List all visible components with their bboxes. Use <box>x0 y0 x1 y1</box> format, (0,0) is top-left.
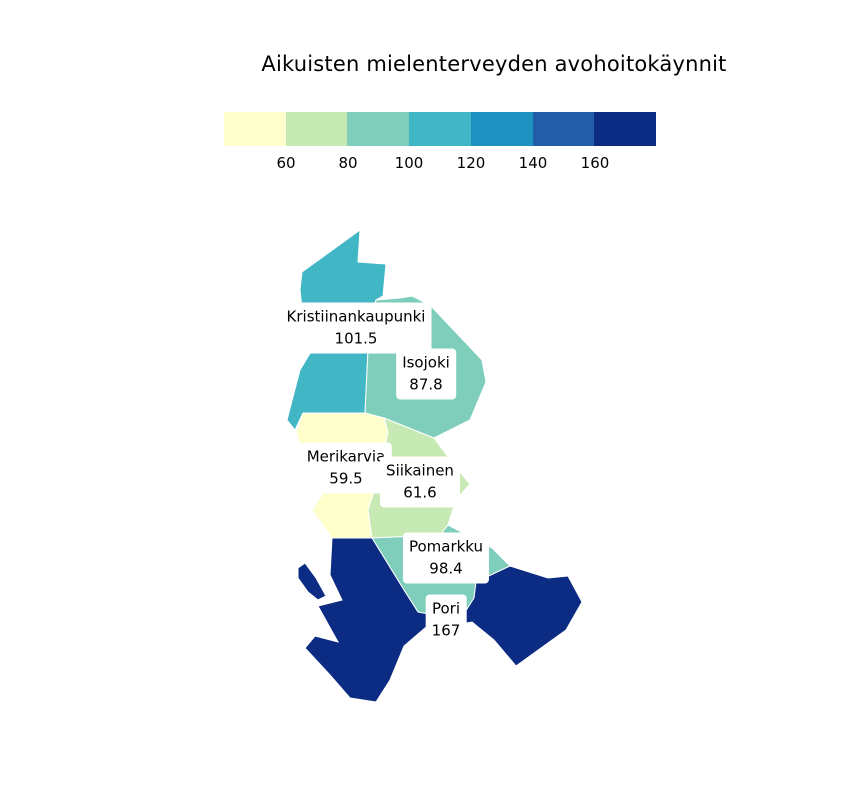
legend-swatch-2 <box>285 112 348 146</box>
legend-swatch-1 <box>224 112 286 146</box>
legend-tick: 60 <box>276 154 296 172</box>
legend-swatch-7 <box>594 112 657 146</box>
map-label-siikainen: Siikainen 61.6 <box>380 456 460 508</box>
municipality-name: Pori <box>431 599 461 618</box>
municipality-value: 61.6 <box>403 483 437 502</box>
legend-swatch-4 <box>409 112 471 146</box>
legend-tick: 160 <box>580 154 610 172</box>
municipality-value: 87.8 <box>409 375 443 394</box>
map-label-kristiinankaupunki: Kristiinankaupunki 101.5 <box>280 302 432 354</box>
color-legend <box>224 112 657 146</box>
region-pori-island[interactable] <box>297 562 327 601</box>
municipality-name: Kristiinankaupunki <box>286 307 426 326</box>
municipality-value: 167 <box>431 621 461 640</box>
municipality-name: Isojoki <box>402 353 450 372</box>
municipality-value: 98.4 <box>429 559 463 578</box>
municipality-name: Pomarkku <box>408 537 484 556</box>
legend-tick: 140 <box>518 154 548 172</box>
legend-swatch-3 <box>347 112 410 146</box>
legend-swatch-5 <box>470 112 533 146</box>
map-label-pori: Pori 167 <box>425 594 467 646</box>
legend-swatch-6 <box>532 112 595 146</box>
municipality-value: 59.5 <box>329 469 363 488</box>
municipality-value: 101.5 <box>334 329 378 348</box>
map-label-pomarkku: Pomarkku 98.4 <box>402 532 490 584</box>
map-label-merikarvia: Merikarvia 59.5 <box>300 442 392 494</box>
map-title: Aikuisten mielenterveyden avohoitokäynni… <box>261 52 727 76</box>
map-label-isojoki: Isojoki 87.8 <box>396 348 456 400</box>
legend-ticks: 60 80 100 120 140 160 <box>224 154 656 176</box>
legend-tick: 80 <box>338 154 358 172</box>
legend-tick: 120 <box>456 154 486 172</box>
legend-tick: 100 <box>394 154 424 172</box>
municipality-name: Siikainen <box>386 461 454 480</box>
municipality-name: Merikarvia <box>306 447 386 466</box>
